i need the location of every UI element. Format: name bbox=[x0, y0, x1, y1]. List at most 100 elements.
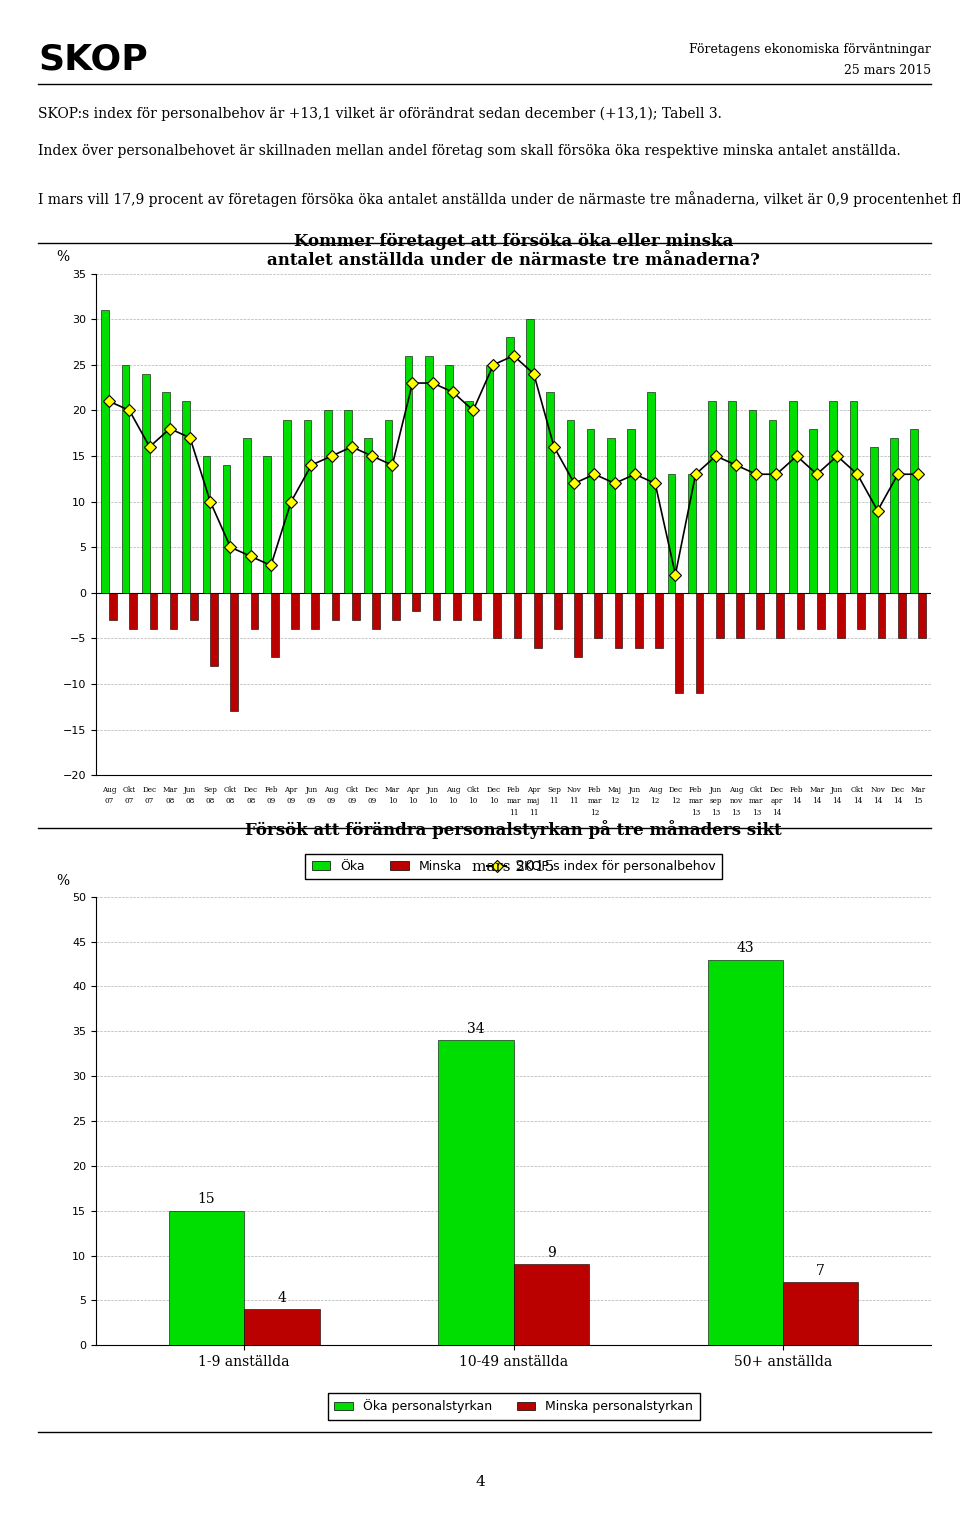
Text: 13: 13 bbox=[711, 809, 720, 816]
Bar bbox=[506, 337, 514, 593]
Text: Jun: Jun bbox=[709, 786, 722, 795]
Bar bbox=[351, 593, 359, 620]
Text: Aug: Aug bbox=[648, 786, 662, 795]
Text: 11: 11 bbox=[549, 798, 559, 806]
Text: 11: 11 bbox=[509, 809, 518, 816]
Text: 12: 12 bbox=[589, 809, 599, 816]
Text: 15: 15 bbox=[913, 798, 923, 806]
Bar bbox=[716, 593, 724, 638]
Text: Okt: Okt bbox=[467, 786, 480, 795]
Text: Feb: Feb bbox=[264, 786, 277, 795]
Text: 10: 10 bbox=[448, 798, 458, 806]
Text: Mar: Mar bbox=[910, 786, 925, 795]
Bar bbox=[918, 593, 925, 638]
Text: 10: 10 bbox=[428, 798, 438, 806]
Bar bbox=[688, 474, 696, 593]
Bar bbox=[898, 593, 905, 638]
Bar bbox=[514, 1265, 589, 1345]
Bar bbox=[857, 593, 865, 629]
Text: 13: 13 bbox=[732, 809, 741, 816]
Legend: Öka, Minska, SKOP:s index för personalbehov: Öka, Minska, SKOP:s index för personalbe… bbox=[305, 854, 722, 879]
Bar bbox=[311, 593, 319, 629]
Title: Kommer företaget att försöka öka eller minska
antalet anställda under de närmast: Kommer företaget att försöka öka eller m… bbox=[267, 233, 760, 269]
Text: Index över personalbehovet är skillnaden mellan andel företag som skall försöka : Index över personalbehovet är skillnaden… bbox=[38, 144, 901, 158]
Bar bbox=[169, 1210, 244, 1345]
Bar bbox=[109, 593, 117, 620]
Bar bbox=[466, 401, 473, 593]
Text: Dec: Dec bbox=[487, 786, 500, 795]
Bar bbox=[574, 593, 582, 657]
Text: Mar: Mar bbox=[162, 786, 178, 795]
Text: SKOP: SKOP bbox=[38, 43, 148, 76]
Bar bbox=[210, 593, 218, 666]
Bar bbox=[614, 593, 622, 648]
Bar bbox=[230, 593, 238, 711]
Text: 43: 43 bbox=[736, 941, 755, 955]
Text: 4: 4 bbox=[277, 1290, 286, 1304]
Bar bbox=[696, 593, 704, 693]
Text: 9: 9 bbox=[547, 1246, 556, 1260]
Bar bbox=[303, 420, 311, 593]
Bar bbox=[162, 392, 170, 593]
Text: 09: 09 bbox=[286, 798, 296, 806]
Bar bbox=[122, 365, 130, 593]
Bar bbox=[102, 310, 109, 593]
Text: Apr: Apr bbox=[284, 786, 298, 795]
Bar bbox=[493, 593, 501, 638]
Bar bbox=[829, 401, 837, 593]
Text: Jun: Jun bbox=[629, 786, 641, 795]
Text: mar: mar bbox=[749, 798, 763, 806]
Bar bbox=[736, 593, 744, 638]
Bar bbox=[789, 401, 797, 593]
Text: mar: mar bbox=[688, 798, 703, 806]
Bar bbox=[534, 593, 541, 648]
Text: 09: 09 bbox=[368, 798, 376, 806]
Y-axis label: %: % bbox=[56, 874, 69, 888]
Text: 14: 14 bbox=[812, 798, 822, 806]
Bar bbox=[749, 410, 756, 593]
Text: 08: 08 bbox=[185, 798, 195, 806]
Text: 13: 13 bbox=[691, 809, 700, 816]
Text: Aug: Aug bbox=[445, 786, 460, 795]
Text: 14: 14 bbox=[873, 798, 882, 806]
Text: 09: 09 bbox=[327, 798, 336, 806]
Bar bbox=[324, 410, 331, 593]
Text: 13: 13 bbox=[752, 809, 761, 816]
Text: mars 2015: mars 2015 bbox=[472, 860, 555, 874]
Text: mar: mar bbox=[507, 798, 520, 806]
Text: Mar: Mar bbox=[385, 786, 399, 795]
Text: mar: mar bbox=[588, 798, 602, 806]
Text: 09: 09 bbox=[266, 798, 276, 806]
Text: Dec: Dec bbox=[891, 786, 905, 795]
Text: 11: 11 bbox=[569, 798, 579, 806]
Text: maj: maj bbox=[527, 798, 540, 806]
Bar bbox=[365, 438, 372, 593]
Text: Jun: Jun bbox=[305, 786, 318, 795]
Text: sep: sep bbox=[709, 798, 722, 806]
Bar bbox=[244, 1309, 320, 1345]
Bar bbox=[438, 1040, 514, 1345]
Text: Jun: Jun bbox=[426, 786, 439, 795]
Bar bbox=[783, 1283, 858, 1345]
Text: Jun: Jun bbox=[831, 786, 843, 795]
Text: 10: 10 bbox=[388, 798, 396, 806]
Bar bbox=[587, 429, 594, 593]
Text: Okt: Okt bbox=[123, 786, 136, 795]
Text: Okt: Okt bbox=[851, 786, 864, 795]
Bar bbox=[393, 593, 400, 620]
Bar bbox=[251, 593, 258, 629]
Text: Dec: Dec bbox=[244, 786, 258, 795]
Bar bbox=[756, 593, 764, 629]
Bar bbox=[130, 593, 137, 629]
Text: 08: 08 bbox=[246, 798, 255, 806]
Text: 7: 7 bbox=[816, 1265, 826, 1278]
Text: Maj: Maj bbox=[608, 786, 622, 795]
Text: 12: 12 bbox=[610, 798, 619, 806]
Text: 14: 14 bbox=[852, 798, 862, 806]
Bar bbox=[797, 593, 804, 629]
Bar bbox=[372, 593, 380, 629]
Bar bbox=[817, 593, 825, 629]
Text: 14: 14 bbox=[893, 798, 902, 806]
Text: apr: apr bbox=[770, 798, 782, 806]
Y-axis label: %: % bbox=[56, 249, 69, 263]
